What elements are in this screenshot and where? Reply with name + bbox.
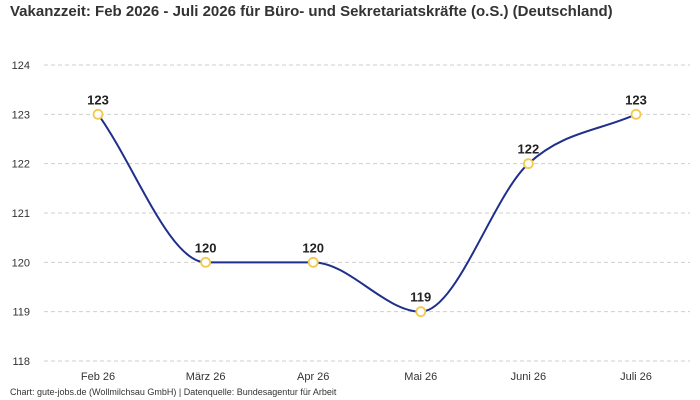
series-line	[97, 113, 637, 313]
data-point	[523, 158, 534, 170]
grid-lines	[44, 64, 690, 362]
x-tick-label: Apr 26	[297, 371, 329, 383]
y-tick-label: 122	[12, 159, 30, 171]
data-point	[630, 108, 642, 120]
data-label: 119	[410, 290, 431, 305]
data-point	[92, 108, 104, 120]
y-tick-label: 118	[12, 356, 30, 368]
data-point	[307, 256, 319, 268]
data-point	[415, 306, 427, 318]
data-label: 123	[87, 92, 109, 107]
data-label: 120	[302, 240, 324, 255]
x-tick-label: Feb 26	[81, 371, 115, 383]
data-label: 120	[195, 240, 217, 255]
y-tick-label: 123	[12, 109, 30, 121]
y-tick-label: 121	[12, 208, 30, 220]
chart-title: Vakanzzeit: Feb 2026 - Juli 2026 für Bür…	[10, 3, 613, 20]
data-label: 123	[625, 92, 647, 107]
x-tick-label: März 26	[186, 371, 226, 383]
x-axis-ticks: Feb 26 März 26 Apr 26 Mai 26 Juni 26 Juli 26	[81, 371, 652, 383]
data-points	[92, 108, 642, 318]
data-label: 122	[518, 142, 540, 157]
y-tick-label: 120	[12, 257, 30, 269]
y-tick-label: 119	[12, 307, 30, 319]
chart-source-footer: Chart: gute-jobs.de (Wollmilchsau GmbH) …	[10, 387, 337, 397]
data-point	[200, 256, 212, 268]
y-tick-label: 124	[12, 60, 30, 72]
x-tick-label: Mai 26	[404, 371, 437, 383]
x-tick-label: Juni 26	[511, 371, 546, 383]
data-labels: 123 120 120 119 122 123	[87, 92, 647, 304]
x-tick-label: Juli 26	[620, 371, 652, 383]
y-axis-ticks: 118 119 120 121 122 123 124	[12, 60, 30, 368]
